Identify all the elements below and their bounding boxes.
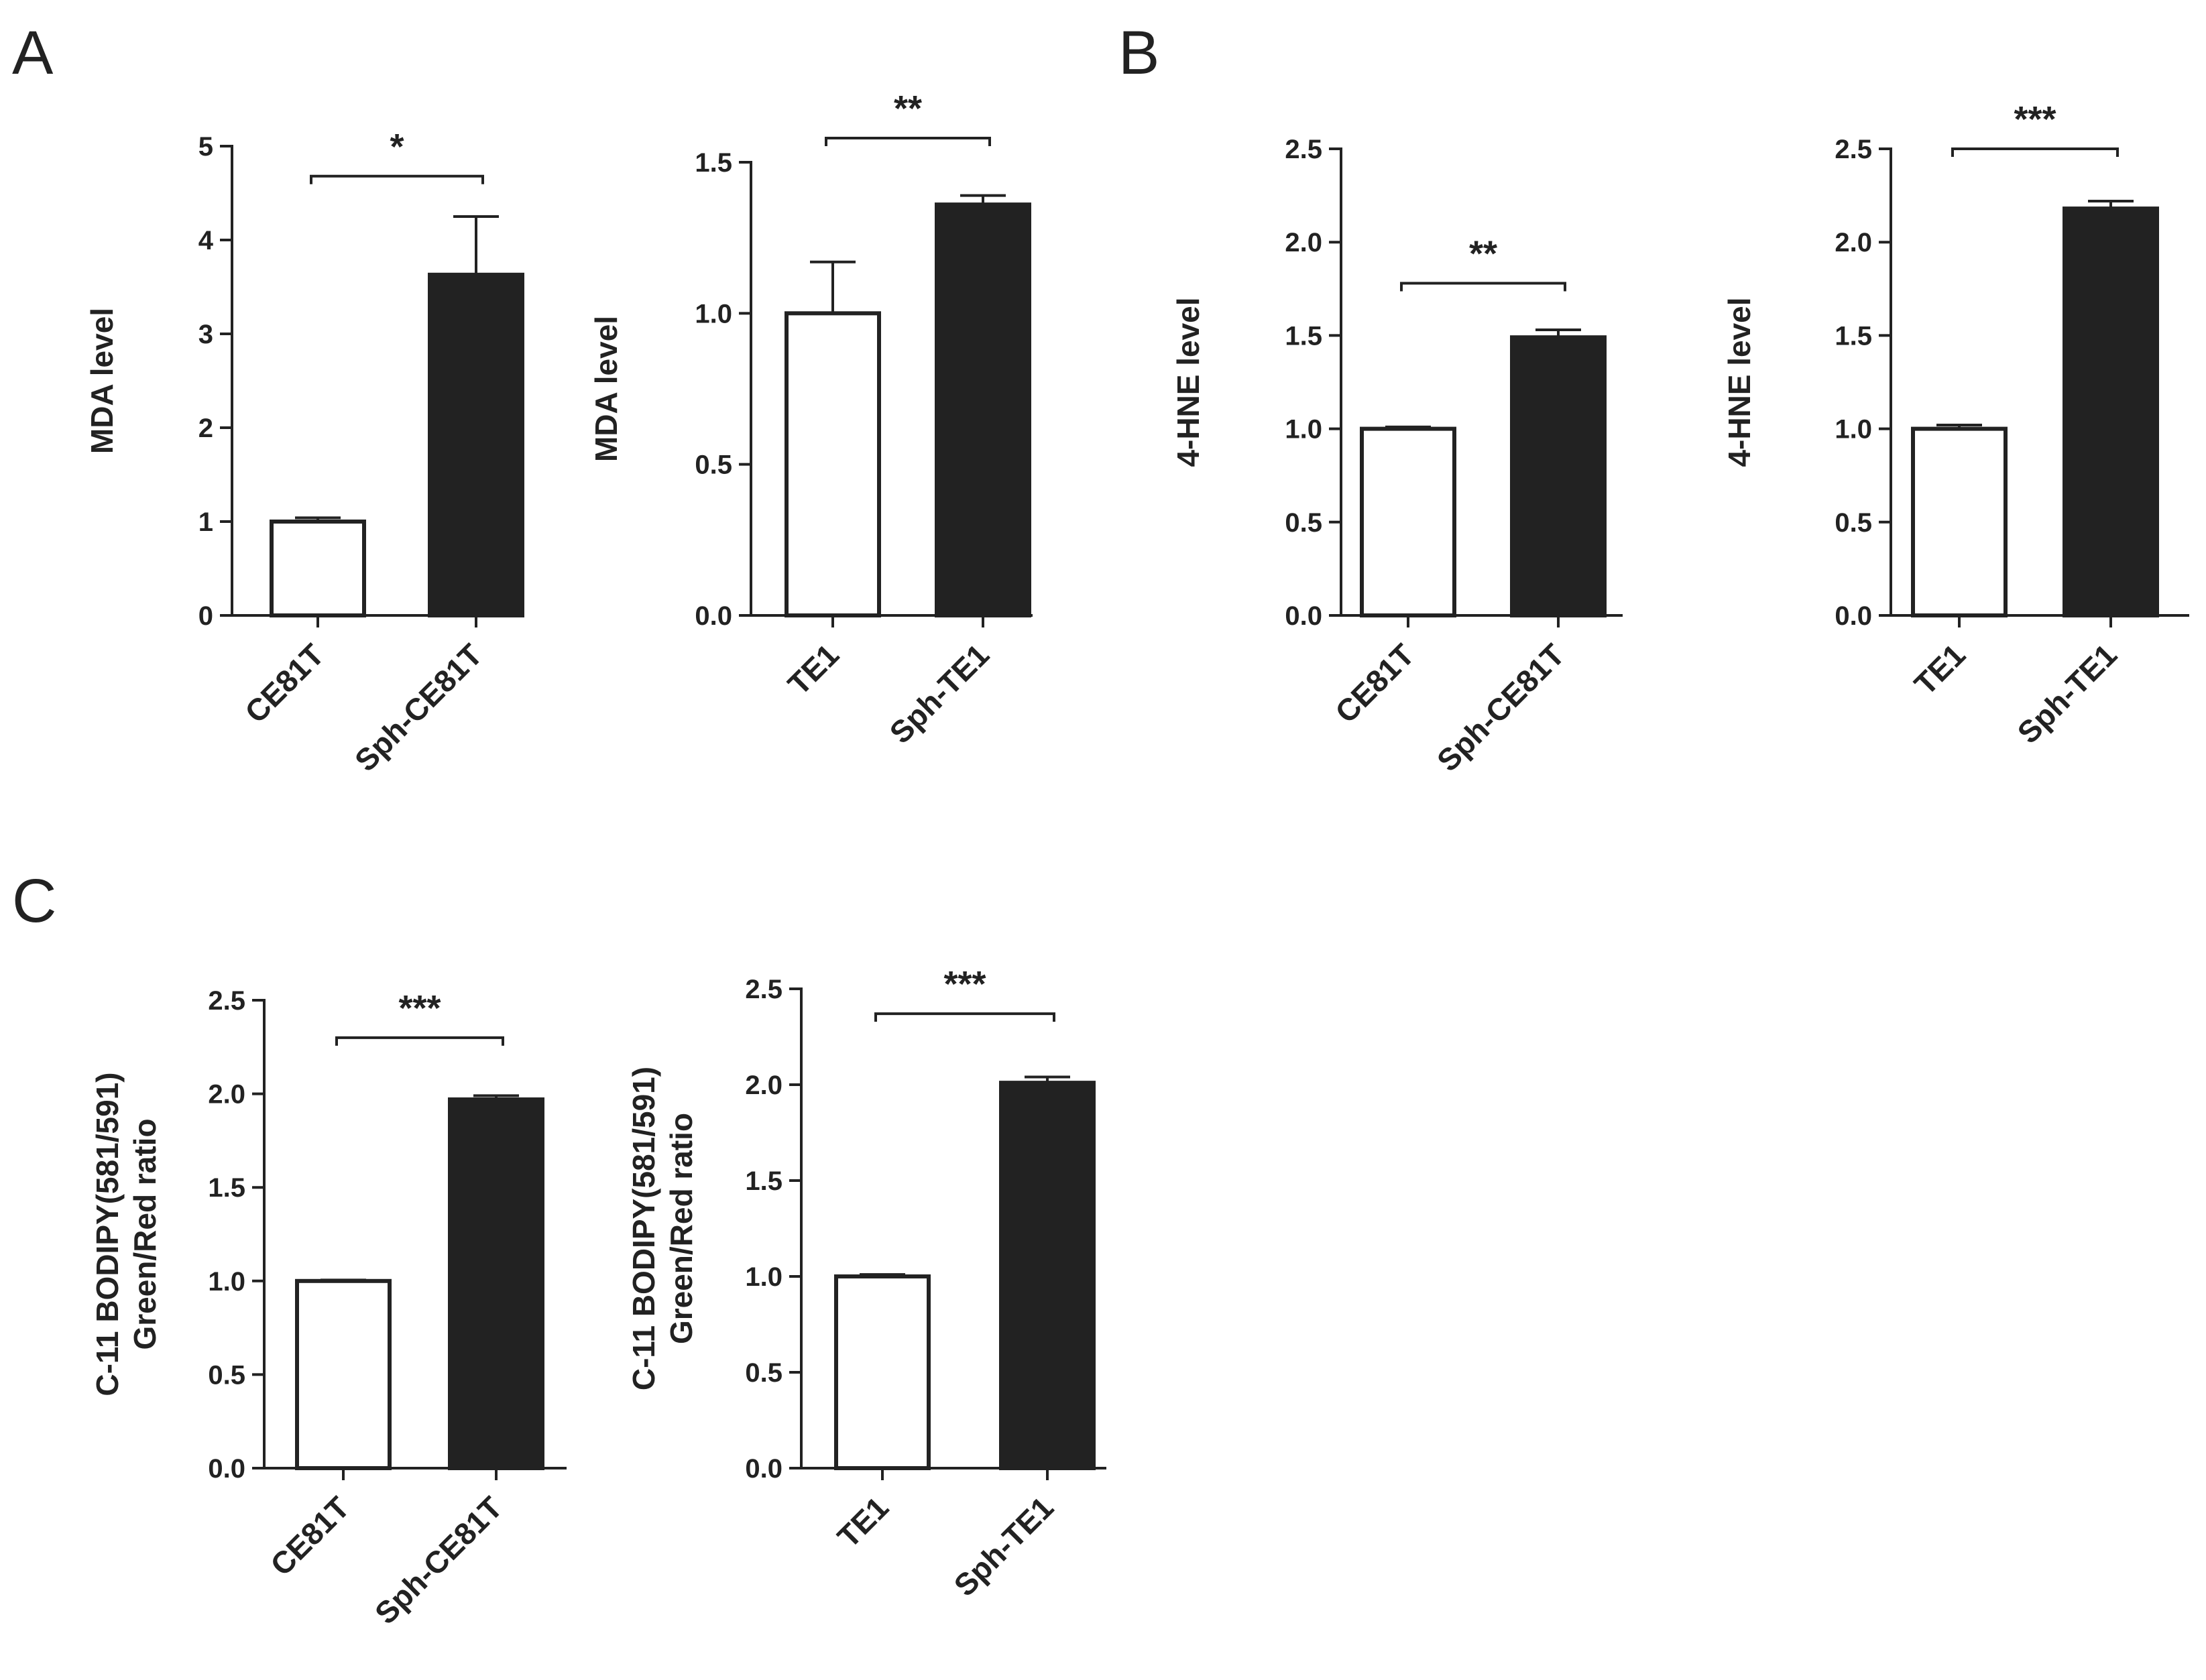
- bar-sph-te1: [935, 202, 1031, 617]
- bar-ce81t: [295, 1278, 392, 1471]
- panel-letter-c: C: [12, 867, 56, 935]
- y-tick-label: 1.0: [208, 1267, 245, 1297]
- bar-te1: [834, 1274, 931, 1470]
- y-tick-label: 2.0: [1285, 228, 1322, 257]
- y-axis-label: MDA level: [84, 308, 119, 454]
- significance-label: **: [894, 88, 922, 129]
- panel-letter-a: A: [12, 19, 54, 87]
- y-tick-label: 0.5: [208, 1360, 245, 1390]
- bar-te1: [785, 311, 881, 617]
- y-tick-label: 5: [198, 132, 213, 162]
- y-axis-label: Green/Red ratio: [127, 1118, 162, 1349]
- y-tick-label: 1.0: [695, 299, 732, 328]
- y-axis-label: MDA level: [589, 316, 624, 462]
- y-tick-label: 0.0: [695, 601, 732, 631]
- y-tick-label: 0.0: [1835, 601, 1872, 631]
- category-label: Sph-CE81T: [1430, 637, 1571, 778]
- significance-bracket: [874, 1012, 1055, 1022]
- y-tick-label: 0.5: [695, 451, 732, 480]
- y-tick-label: 0.5: [745, 1358, 782, 1388]
- y-tick-label: 1.0: [745, 1262, 782, 1292]
- bar-sph-ce81t: [428, 272, 524, 617]
- y-tick-label: 2.5: [745, 975, 782, 1004]
- chart-3: 0.0 0.5 1.0 1.5 2.0 2.5 CE81T Sph-CE81T ** 4-HNE …: [1171, 135, 1623, 778]
- chart-2: 0.0 0.5 1.0 1.5 TE1 Sph-TE1 ** MDA level: [589, 88, 1033, 750]
- bar-sph-ce81t: [1510, 335, 1607, 617]
- category-label: TE1: [1908, 637, 1972, 701]
- panel-letter-b: B: [1118, 19, 1159, 87]
- significance-bracket: [310, 174, 484, 184]
- category-label: CE81T: [264, 1490, 356, 1582]
- chart-6: 0.0 0.5 1.0 1.5 2.0 2.5 TE1 Sph-TE1 *** C-11 BODI…: [626, 964, 1106, 1603]
- significance-bracket: [1951, 147, 2119, 157]
- y-tick-label: 0.0: [208, 1454, 245, 1484]
- y-tick-label: 0: [198, 601, 213, 631]
- bar-sph-te1: [999, 1081, 1096, 1470]
- y-tick-label: 1.5: [1285, 321, 1322, 351]
- y-tick-label: 2.0: [1835, 228, 1872, 257]
- chart-4: 0.0 0.5 1.0 1.5 2.0 2.5 TE1 Sph-TE1 *** 4-HNE lev…: [1722, 99, 2189, 750]
- y-tick-label: 3: [198, 320, 213, 349]
- y-tick-label: 1.5: [208, 1173, 245, 1203]
- y-tick-label: 1.5: [1835, 321, 1872, 351]
- significance-label: ***: [943, 964, 986, 1004]
- bar-te1: [1911, 426, 2008, 617]
- category-label: TE1: [831, 1490, 895, 1554]
- category-label: Sph-CE81T: [368, 1490, 509, 1630]
- y-tick-label: 0.5: [1285, 508, 1322, 538]
- significance-label: ***: [2014, 99, 2056, 139]
- y-tick-label: 2: [198, 414, 213, 443]
- y-tick-label: 1.0: [1285, 415, 1322, 444]
- significance-bracket: [335, 1036, 504, 1046]
- category-label: CE81T: [1328, 637, 1421, 729]
- category-label: Sph-TE1: [2010, 637, 2124, 750]
- chart-5: 0.0 0.5 1.0 1.5 2.0 2.5 CE81T Sph-CE81T *** C-11 …: [90, 986, 567, 1631]
- significance-bracket: [1400, 282, 1566, 292]
- category-label: Sph-CE81T: [348, 637, 489, 778]
- y-tick-label: 0.0: [745, 1454, 782, 1484]
- category-label: Sph-TE1: [947, 1490, 1060, 1603]
- bar-sph-te1: [2063, 206, 2159, 617]
- category-label: CE81T: [238, 637, 331, 729]
- significance-label: **: [1469, 233, 1497, 274]
- y-tick-label: 2.5: [208, 986, 245, 1016]
- y-tick-label: 1.0: [1835, 415, 1872, 444]
- y-tick-label: 1: [198, 507, 213, 537]
- bar-ce81t: [270, 520, 366, 617]
- category-label: Sph-TE1: [882, 637, 996, 750]
- bar-ce81t: [1360, 426, 1456, 617]
- significance-bracket: [825, 136, 991, 146]
- y-axis-label: C-11 BODIPY(581/591): [90, 1072, 125, 1396]
- y-tick-label: 2.5: [1285, 135, 1322, 164]
- y-tick-label: 1.5: [745, 1166, 782, 1196]
- y-axis-label: 4-HNE level: [1171, 297, 1206, 467]
- significance-label: ***: [398, 988, 441, 1028]
- y-tick-label: 2.0: [208, 1080, 245, 1109]
- y-tick-label: 2.0: [745, 1071, 782, 1100]
- y-axis-label: Green/Red ratio: [664, 1113, 699, 1344]
- y-tick-label: 2.5: [1835, 135, 1872, 164]
- bar-sph-ce81t: [448, 1097, 544, 1470]
- category-label: TE1: [781, 637, 846, 701]
- y-axis-label: C-11 BODIPY(581/591): [626, 1067, 661, 1390]
- y-tick-label: 0.5: [1835, 508, 1872, 538]
- chart-1: 0 1 2 3 4 5 CE81T Sph-CE81T * MDA level: [84, 127, 524, 778]
- y-tick-label: 4: [198, 226, 214, 255]
- y-axis-label: 4-HNE level: [1722, 297, 1757, 467]
- y-tick-label: 1.5: [695, 148, 732, 178]
- y-tick-label: 0.0: [1285, 601, 1322, 631]
- significance-label: *: [390, 127, 404, 167]
